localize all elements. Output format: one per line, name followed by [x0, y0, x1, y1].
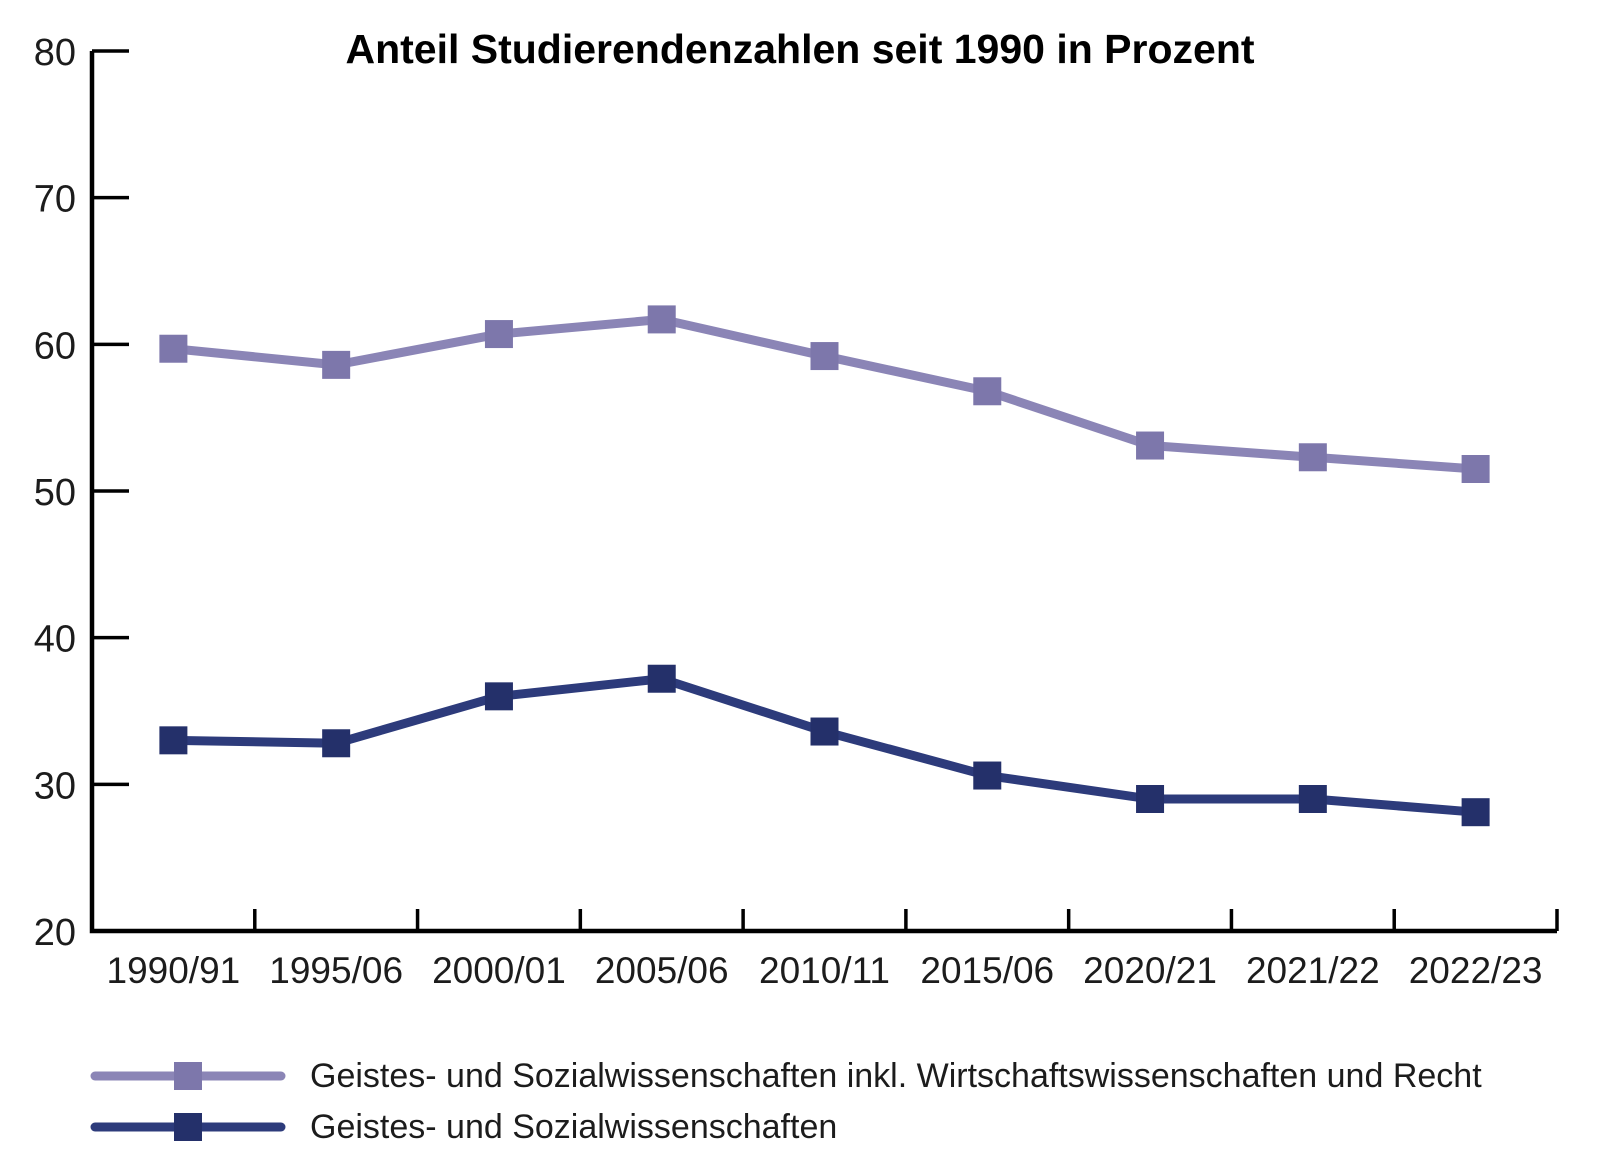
y-tick-label: 30: [34, 765, 76, 807]
data-point-marker-series-2: [973, 761, 1002, 790]
x-tick-label: 2015/06: [920, 950, 1054, 991]
x-tick-label: 2005/06: [595, 950, 729, 991]
data-point-marker-series-2: [322, 729, 351, 758]
data-point-marker-series-2: [810, 717, 839, 746]
data-point-marker-series-2: [484, 682, 513, 711]
legend: Geistes- und Sozialwissenschaften inkl. …: [90, 1056, 1482, 1146]
x-tick-label: 2021/22: [1246, 950, 1380, 991]
data-point-marker-series-1: [484, 320, 513, 349]
data-point-marker-series-1: [973, 377, 1002, 406]
data-point-marker-series-2: [159, 726, 188, 755]
data-point-marker-series-1: [1298, 443, 1327, 472]
data-point-marker-series-1: [647, 305, 676, 334]
legend-line-marker-icon: [90, 1062, 286, 1090]
legend-item-2: Geistes- und Sozialwissenschaften: [90, 1107, 1482, 1146]
y-tick-label: 60: [34, 325, 76, 367]
chart-title: Anteil Studierendenzahlen seit 1990 in P…: [345, 26, 1255, 72]
data-point-marker-series-1: [322, 350, 351, 379]
x-tick-label: 2022/23: [1409, 950, 1543, 991]
y-tick-label: 50: [34, 472, 76, 514]
x-tick-label: 2010/11: [759, 950, 890, 991]
data-point-marker-series-2: [647, 664, 676, 693]
y-tick-label: 40: [34, 619, 76, 661]
data-point-marker-series-2: [1136, 785, 1165, 813]
y-tick-label: 80: [34, 32, 76, 74]
x-tick-label: 2020/21: [1083, 950, 1217, 991]
data-point-marker-series-1: [159, 334, 188, 363]
legend-item-1: Geistes- und Sozialwissenschaften inkl. …: [90, 1056, 1482, 1095]
x-tick-label: 1990/91: [107, 950, 241, 991]
data-point-marker-series-1: [1461, 455, 1490, 483]
x-tick-label: 2000/01: [432, 950, 566, 991]
data-point-marker-series-1: [810, 342, 839, 371]
x-tick-label: 1995/06: [269, 950, 403, 991]
legend-label-series-2: Geistes- und Sozialwissenschaften: [310, 1107, 838, 1146]
data-point-marker-series-2: [1461, 798, 1490, 827]
legend-line-marker-icon: [90, 1113, 286, 1141]
y-tick-label: 70: [34, 179, 76, 221]
legend-label-series-1: Geistes- und Sozialwissenschaften inkl. …: [310, 1056, 1482, 1095]
data-point-marker-series-1: [1136, 431, 1165, 460]
y-tick-label: 20: [34, 912, 76, 954]
series-line-1: [168, 314, 1481, 474]
data-point-marker-series-2: [1298, 785, 1327, 813]
